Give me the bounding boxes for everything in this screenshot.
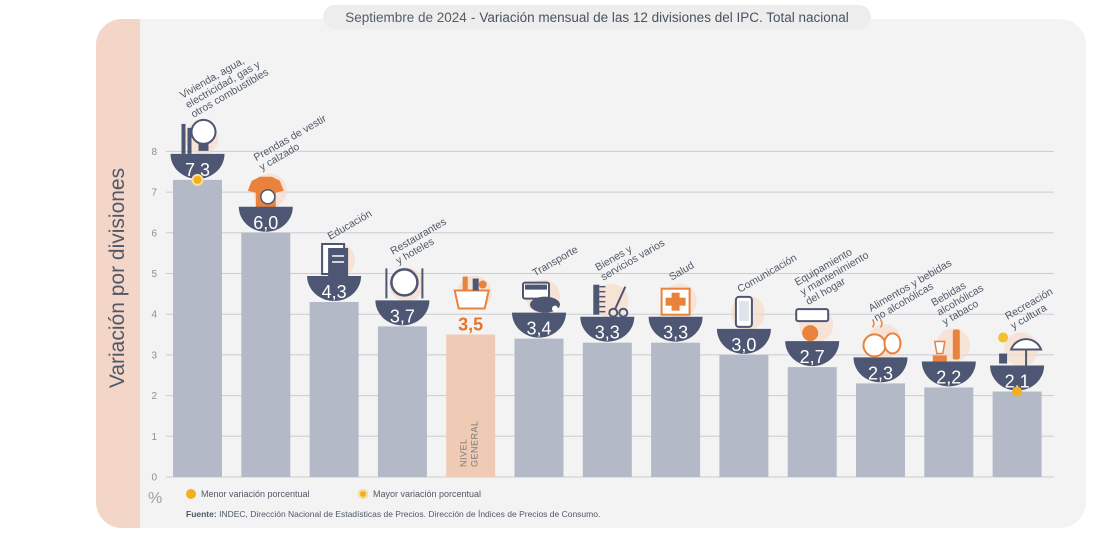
- value-badge: [307, 275, 362, 301]
- value-badge: [990, 365, 1045, 391]
- y-tick-label: 7: [151, 188, 157, 199]
- category-label: Vivienda, agua,electricidad, gas yotros …: [178, 47, 271, 120]
- umbrella-icon: [998, 332, 1043, 367]
- y-tick-label: 1: [151, 432, 157, 443]
- bar: [787, 367, 837, 477]
- value-label: 3,0: [731, 335, 756, 355]
- tshirt-icon: [247, 173, 287, 209]
- bar: [992, 391, 1042, 477]
- wine-bottle-icon: [932, 328, 970, 363]
- y-tick-label: 4: [151, 310, 157, 321]
- value-badge: [785, 341, 840, 367]
- value-label: 2,1: [1005, 372, 1030, 392]
- bar: [377, 326, 427, 477]
- category-label: Bebidasalcohólicasy tabaco: [929, 273, 991, 328]
- title-text: Variación mensual de las 12 divisiones d…: [479, 9, 849, 25]
- value-label: 7,3: [185, 160, 210, 180]
- source-text: INDEC, Dirección Nacional de Estadística…: [219, 509, 601, 519]
- legend-min: Menor variación porcentual: [186, 489, 310, 499]
- source-label: Fuente:: [186, 509, 217, 519]
- bar: [719, 354, 769, 477]
- y-tick-label: 6: [151, 228, 157, 239]
- unit-symbol: %: [148, 490, 163, 507]
- general-bar-label: NIVELGENERAL: [459, 420, 480, 467]
- category-label: Educación: [326, 208, 375, 243]
- value-badge: [648, 316, 703, 342]
- bar: [924, 387, 974, 477]
- food-icon: [862, 318, 902, 359]
- value-label: 2,2: [936, 367, 961, 387]
- value-label: 3,3: [595, 323, 620, 343]
- legend-max: Mayor variación porcentual: [358, 489, 481, 499]
- category-label: Bienes yservicios varios: [593, 227, 667, 283]
- value-badge: [512, 312, 566, 338]
- value-badge: [921, 361, 976, 387]
- category-label: Prendas de vestiry calzado: [252, 112, 335, 173]
- value-badge: [716, 328, 771, 354]
- bar: [651, 342, 701, 477]
- max-marker-icon: [358, 489, 368, 499]
- book-icon: [321, 242, 356, 277]
- comb-scissors-icon: [593, 283, 629, 318]
- value-label: 4,3: [322, 282, 347, 302]
- value-label: 3,7: [390, 306, 415, 326]
- title-date: Septiembre de 2024: [345, 9, 467, 25]
- bar: [241, 232, 291, 477]
- value-badge: [170, 153, 225, 179]
- max-marker-dot: [193, 175, 202, 184]
- y-tick-label: 2: [151, 391, 157, 402]
- y-tick-label: 5: [151, 269, 157, 280]
- axis-side-panel: [96, 19, 140, 528]
- sube-card-icon: [522, 279, 560, 314]
- y-tick-label: 3: [151, 350, 157, 361]
- bar: [309, 301, 359, 477]
- value-badge: [853, 357, 908, 383]
- legend-min-label: Menor variación porcentual: [201, 489, 310, 499]
- category-label: Restaurantesy hoteles: [388, 216, 454, 267]
- y-tick-label: 8: [151, 147, 157, 158]
- category-label: Recreacióny cultura: [1003, 286, 1061, 333]
- value-badge: [238, 206, 293, 232]
- y-tick-label: 0: [151, 473, 157, 484]
- bar: [582, 342, 632, 477]
- air-conditioner-icon: [795, 308, 834, 343]
- bar: [446, 334, 496, 477]
- title-separator: -: [470, 9, 476, 25]
- bar: [856, 383, 905, 477]
- category-label: Salud: [667, 259, 696, 283]
- bar: [173, 179, 222, 477]
- shopping-bag-icon: [453, 275, 492, 310]
- value-badge: [580, 316, 635, 342]
- value-label: 3,4: [526, 319, 551, 339]
- value-label: 3,3: [663, 323, 688, 343]
- medical-kit-icon: [660, 283, 697, 318]
- source-note: Fuente: INDEC, Dirección Nacional de Est…: [186, 509, 600, 519]
- min-marker: [1012, 386, 1023, 397]
- phone-icon: [730, 295, 765, 330]
- value-badge: [375, 300, 430, 326]
- bar: [514, 338, 564, 477]
- min-marker-icon: [186, 489, 196, 499]
- legend-max-label: Mayor variación porcentual: [373, 489, 482, 499]
- plate-cutlery-icon: [385, 267, 424, 302]
- chart-title: Septiembre de 2024 - Variación mensual d…: [323, 5, 871, 29]
- bulb-icon: [181, 118, 219, 155]
- value-label: 2,7: [800, 347, 825, 367]
- value-label: 6,0: [253, 213, 278, 233]
- value-label: 2,3: [868, 363, 893, 383]
- value-label: 3,5: [458, 315, 483, 335]
